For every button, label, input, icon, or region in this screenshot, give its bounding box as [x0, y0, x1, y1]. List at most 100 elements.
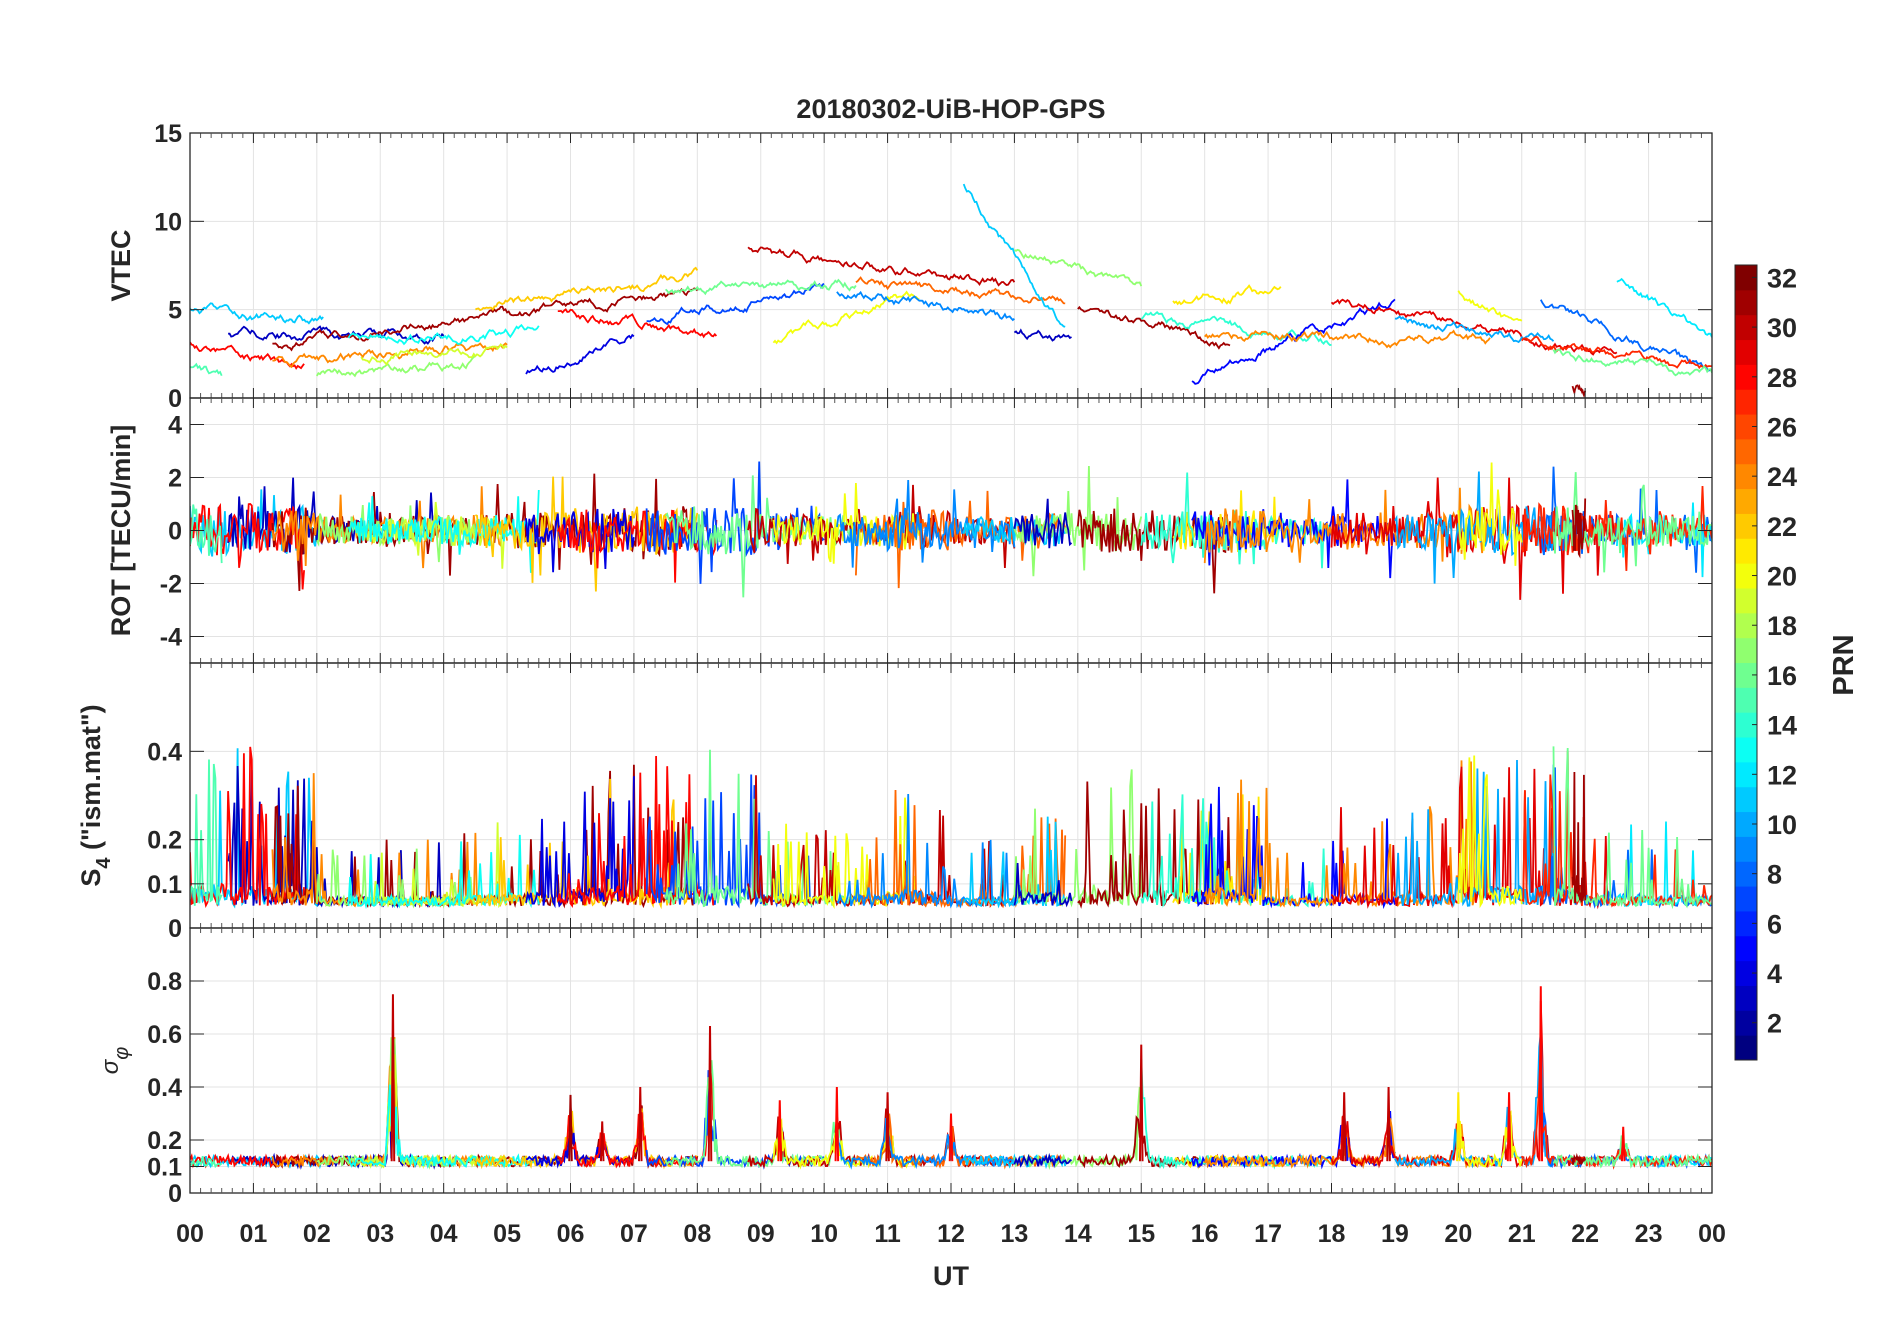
x-tick-label: 15: [1127, 1220, 1155, 1248]
colorbar-segment: [1735, 389, 1757, 415]
series-line-prn-13: [347, 323, 540, 346]
sigma-peak-mark: [707, 1026, 713, 1162]
x-tick-label: 00: [176, 1220, 204, 1248]
series-group: [190, 183, 1712, 398]
series-line-prn-16: [1552, 746, 1712, 910]
series-line-prn-27: [1521, 335, 1712, 370]
series-line-prn-3: [1013, 498, 1073, 549]
series-line-prn-15: [190, 1156, 223, 1169]
colorbar-segment: [1735, 886, 1757, 912]
colorbar-segment: [1735, 587, 1757, 614]
colorbar-tick-label: 10: [1767, 810, 1797, 840]
x-axis-label: UT: [933, 1261, 969, 1291]
y-axis-label-rot: ROT [TECU/min]: [106, 425, 136, 636]
series-line-prn-28: [556, 755, 718, 909]
x-tick-label: 14: [1064, 1220, 1092, 1248]
x-tick-label: 03: [366, 1220, 394, 1248]
colorbar-tick-label: 8: [1767, 860, 1782, 890]
x-tick-label: 06: [557, 1220, 585, 1248]
series-line-prn-21: [1172, 284, 1282, 306]
x-tick-label: 11: [874, 1220, 901, 1248]
x-tick-label: 00: [1698, 1220, 1726, 1248]
y-tick-label: 10: [154, 208, 182, 236]
series-line-prn-3: [228, 325, 445, 345]
series-line-prn-12: [1616, 277, 1712, 338]
panel-sigma_phi: 00.10.2 0.4 0.6 0.8 σφ: [97, 927, 1713, 1208]
y-label-rest: ("ism.mat"): [76, 704, 106, 857]
sigma-peak-mark: [390, 994, 396, 1162]
x-tick-label: 21: [1508, 1220, 1536, 1248]
series-line-prn-7: [646, 282, 825, 326]
y-tick-label: 0: [168, 518, 182, 546]
colorbar-tick-label: 26: [1767, 412, 1797, 442]
x-tick-label: 12: [937, 1220, 965, 1248]
colorbar-tick-label: 2: [1767, 1009, 1782, 1039]
colorbar-segment: [1735, 985, 1757, 1011]
series-line-prn-15: [190, 759, 223, 906]
y-tick-label: 0.2: [147, 1127, 182, 1155]
series-line-prn-8: [1540, 299, 1712, 372]
y-tick-label: 0.2: [147, 827, 182, 855]
series-line-prn-17: [1013, 248, 1143, 287]
x-tick-label: 17: [1254, 1220, 1282, 1248]
colorbar-segment: [1735, 761, 1757, 788]
series-line-prn-20: [1457, 1110, 1523, 1169]
y-tick-label: 0.4: [147, 738, 182, 766]
colorbar-segment: [1735, 637, 1757, 663]
colorbar-segment: [1735, 488, 1757, 514]
x-tick-label: 13: [1001, 1220, 1029, 1248]
series-line-prn-10: [1394, 1032, 1555, 1169]
colorbar-segment: [1735, 513, 1757, 539]
colorbar-tick-label: 14: [1767, 711, 1797, 741]
series-line-prn-20: [1457, 755, 1523, 909]
x-tick-label: 18: [1318, 1220, 1346, 1248]
colorbar-segment: [1735, 910, 1757, 937]
colorbar-segment: [1735, 289, 1757, 316]
colorbar-tick-label: 20: [1767, 562, 1797, 592]
sigma-peak-mark: [834, 1086, 840, 1162]
y-tick-label: 0.6: [147, 1021, 182, 1049]
series-line-prn-31: [272, 287, 698, 352]
sigma-peak-mark: [637, 1086, 643, 1162]
series-line-prn-19: [360, 1054, 508, 1170]
sigma-peak-mark: [948, 1113, 954, 1162]
colorbar-segment: [1735, 414, 1757, 440]
colorbar-segment: [1735, 836, 1757, 862]
colorbar-tick-label: 28: [1767, 363, 1797, 393]
series-line-prn-28: [190, 1153, 305, 1169]
colorbar-segment: [1735, 612, 1757, 639]
x-tick-label: 09: [747, 1220, 775, 1248]
series-group: [190, 746, 1712, 910]
colorbar-tick-label: 18: [1767, 611, 1797, 641]
sigma-peak-mark: [1620, 1126, 1626, 1162]
colorbar-tick-label: 6: [1767, 909, 1782, 939]
series-line-prn-15: [190, 362, 223, 377]
colorbar-segment: [1735, 737, 1757, 763]
y-tick-label: 0: [168, 1180, 182, 1208]
colorbar-segment: [1735, 935, 1757, 962]
x-tick-label: 22: [1571, 1220, 1599, 1248]
series-line-prn-3: [1013, 328, 1072, 342]
colorbar-tick-label: 24: [1767, 462, 1797, 492]
series-line-prn-19: [360, 343, 508, 366]
x-tick-label: 05: [493, 1220, 521, 1248]
colorbar-segment: [1735, 463, 1757, 490]
colorbar-border: [1734, 264, 1758, 1061]
series-line-prn-22: [474, 772, 699, 910]
y-axis-label-s4: S4 ("ism.mat"): [76, 704, 115, 886]
y-tick-label: -2: [160, 571, 182, 599]
x-tick-label: 19: [1381, 1220, 1409, 1248]
x-tick-label: 23: [1635, 1220, 1663, 1248]
series-line-prn-5: [1191, 479, 1396, 579]
series-line-prn-11: [190, 302, 324, 325]
colorbar-segment: [1735, 265, 1757, 291]
series-line-prn-20: [1457, 290, 1523, 322]
series-line-prn-4: [525, 333, 635, 375]
series-line-prn-16: [664, 278, 857, 296]
y-tick-label: 5: [168, 297, 182, 325]
colorbar-segment: [1735, 339, 1757, 365]
chart-title: 20180302-UiB-HOP-GPS: [796, 94, 1105, 124]
x-tick-label: 10: [810, 1220, 838, 1248]
colorbar-segment: [1735, 786, 1757, 813]
